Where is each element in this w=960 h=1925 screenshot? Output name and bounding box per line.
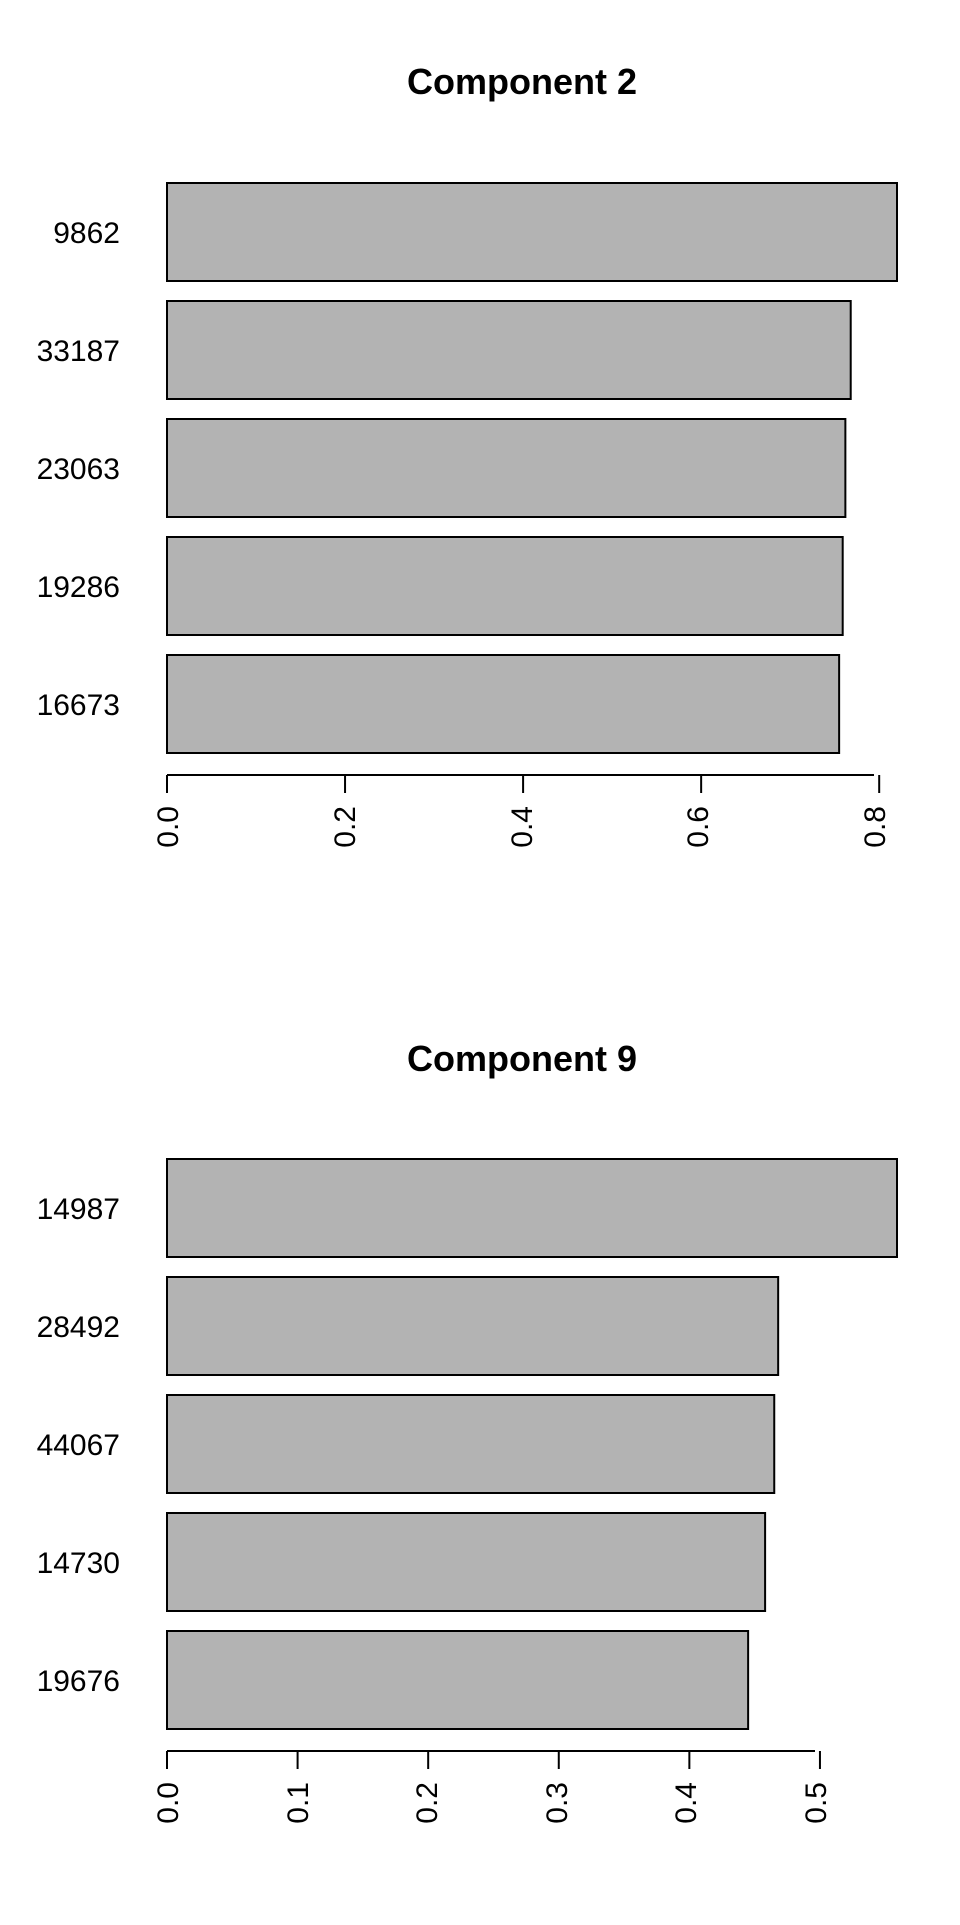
chart-1-x-tick-label: 0.2: [329, 806, 362, 848]
chart-2-x-tick-label: 0.0: [152, 1782, 185, 1824]
bar-44067: [166, 1394, 776, 1494]
chart-1-category-label: 16673: [37, 689, 120, 722]
chart-2-category-label: 14987: [37, 1193, 120, 1226]
chart-2-x-tick-label: 0.2: [411, 1782, 444, 1824]
chart-2-x-ticks: [166, 1751, 821, 1769]
bar-28492: [166, 1276, 780, 1376]
bar-19676: [166, 1630, 750, 1730]
chart-1-x-tick-label: 0.6: [682, 806, 715, 848]
chart-2-x-tick-label: 0.3: [541, 1782, 574, 1824]
chart-1-bars: [166, 182, 898, 754]
chart-1-x-tick-label: 0.8: [859, 806, 892, 848]
chart-2-category-label: 44067: [37, 1429, 120, 1462]
bar-14730: [166, 1512, 767, 1612]
chart-2-x-tick-label: 0.4: [670, 1782, 703, 1824]
chart-panel-2: Component 9 14987 28492 44067 14730 1967…: [37, 1038, 898, 1824]
chart-panel-1: Component 2 9862 33187 23063 19286 16673…: [37, 61, 898, 848]
chart-1-x-tick-label: 0.0: [152, 806, 185, 848]
chart-1-x-tick-label: 0.4: [506, 806, 539, 848]
chart-2-x-tick-label: 0.5: [800, 1782, 833, 1824]
bar-16673: [166, 654, 841, 754]
bar-19286: [166, 536, 844, 636]
chart-2-category-label: 19676: [37, 1665, 120, 1698]
bar-33187: [166, 300, 852, 400]
chart-2-category-label: 14730: [37, 1547, 120, 1580]
bar-14987: [166, 1158, 898, 1258]
chart-2-category-label: 28492: [37, 1311, 120, 1344]
chart-2-title: Component 9: [407, 1038, 637, 1079]
chart-2-x-tick-label: 0.1: [282, 1782, 315, 1824]
chart-1-category-label: 9862: [53, 217, 120, 250]
bar-23063: [166, 418, 847, 518]
chart-1-x-ticks: [166, 775, 881, 793]
chart-1-category-label: 33187: [37, 335, 120, 368]
chart-2-bars: [166, 1158, 898, 1730]
chart-1-title: Component 2: [407, 61, 637, 102]
chart-1-category-label: 19286: [37, 571, 120, 604]
bar-9862: [166, 182, 898, 282]
chart-1-category-label: 23063: [37, 453, 120, 486]
